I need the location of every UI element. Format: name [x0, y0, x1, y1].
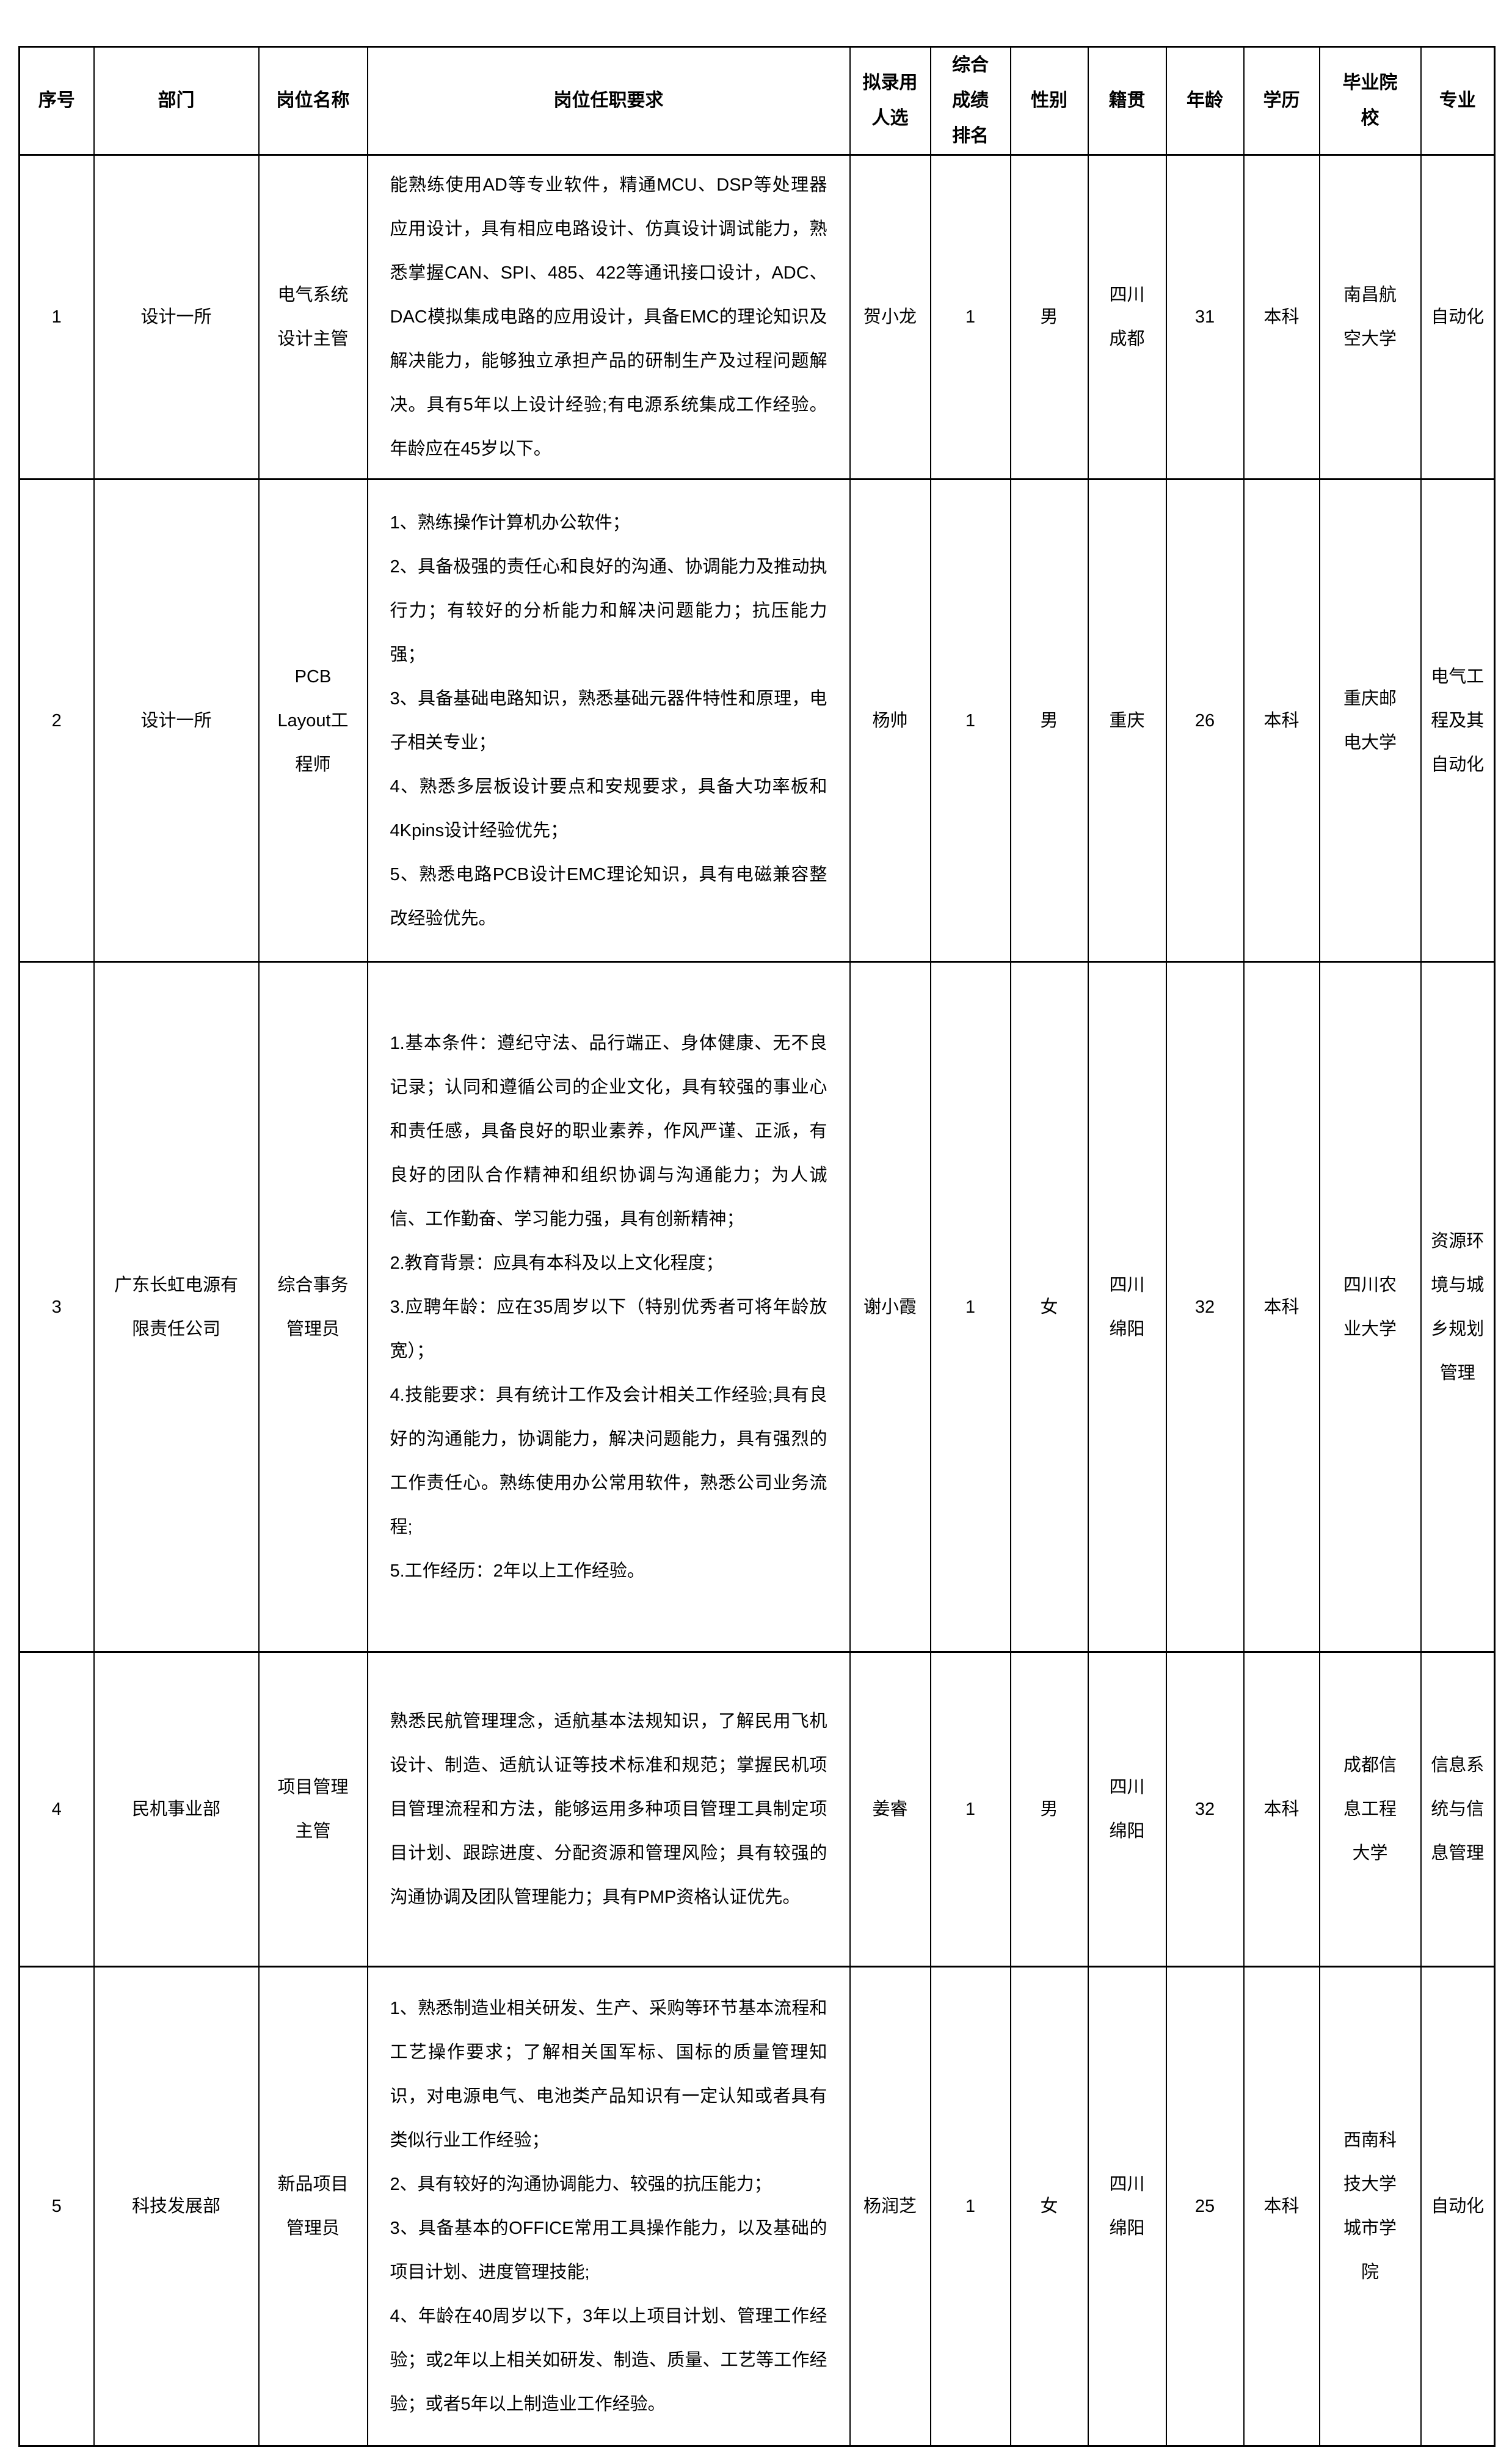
cell-hometown: 四川绵阳 — [1087, 1966, 1167, 2447]
cell-no: 4 — [18, 1651, 95, 1967]
cell-major: 信息系统与信息管理 — [1420, 1651, 1496, 1967]
cell-age: 32 — [1165, 1651, 1245, 1967]
header-cell: 岗位名称 — [258, 46, 368, 156]
cell-department: 科技发展部 — [93, 1966, 260, 2447]
cell-requirements: 1.基本条件：遵纪守法、品行端正、身体健康、无不良记录；认同和遵循公司的企业文化… — [366, 961, 851, 1653]
cell-education: 本科 — [1243, 1651, 1320, 1967]
header-cell: 拟录用人选 — [849, 46, 931, 156]
cell-school: 西南科技大学城市学院 — [1318, 1966, 1422, 2447]
cell-position: 新品项目管理员 — [258, 1966, 368, 2447]
table-row: 5 科技发展部 新品项目管理员 1、熟悉制造业相关研发、生产、采购等环节基本流程… — [18, 1966, 1496, 2447]
cell-position: PCB Layout工程师 — [258, 478, 368, 963]
cell-requirements: 熟悉民航管理理念，适航基本法规知识，了解民用飞机设计、制造、适航认证等技术标准和… — [366, 1651, 851, 1967]
cell-no: 3 — [18, 961, 95, 1653]
header-cell: 学历 — [1243, 46, 1320, 156]
cell-age: 31 — [1165, 154, 1245, 480]
cell-position: 综合事务管理员 — [258, 961, 368, 1653]
cell-major: 自动化 — [1420, 1966, 1496, 2447]
table-row: 4 民机事业部 项目管理主管 熟悉民航管理理念，适航基本法规知识，了解民用飞机设… — [18, 1651, 1496, 1967]
table-body: 1 设计一所 电气系统设计主管 能熟练使用AD等专业软件，精通MCU、DSP等处… — [18, 154, 1496, 2447]
cell-hometown: 四川绵阳 — [1087, 1651, 1167, 1967]
cell-hometown: 四川成都 — [1087, 154, 1167, 480]
cell-age: 26 — [1165, 478, 1245, 963]
recruitment-table: 序号 部门 岗位名称 岗位任职要求 拟录用人选 综合成绩排名 性别 籍贯 年龄 学历 毕业院校 专业 … — [18, 46, 1496, 2447]
cell-school: 四川农业大学 — [1318, 961, 1422, 1653]
cell-major: 资源环境与城乡规划管理 — [1420, 961, 1496, 1653]
cell-hometown: 重庆 — [1087, 478, 1167, 963]
cell-age: 32 — [1165, 961, 1245, 1653]
header-row: 序号 部门 岗位名称 岗位任职要求 拟录用人选 综合成绩排名 性别 籍贯 年龄 学历 毕业院校 专业 — [18, 46, 1496, 156]
cell-candidate: 谢小霞 — [849, 961, 931, 1653]
cell-requirements: 1、熟悉制造业相关研发、生产、采购等环节基本流程和工艺操作要求；了解相关国军标、… — [366, 1966, 851, 2447]
cell-education: 本科 — [1243, 1966, 1320, 2447]
cell-gender: 女 — [1009, 1966, 1089, 2447]
requirement-paragraph: 3、具备基本的OFFICE常用工具操作能力，以及基础的项目计划、进度管理技能; — [390, 2219, 827, 2282]
cell-education: 本科 — [1243, 478, 1320, 963]
cell-no: 5 — [18, 1966, 95, 2447]
table-row: 1 设计一所 电气系统设计主管 能熟练使用AD等专业软件，精通MCU、DSP等处… — [18, 154, 1496, 480]
header-cell: 毕业院校 — [1318, 46, 1422, 156]
cell-hometown: 四川绵阳 — [1087, 961, 1167, 1653]
cell-candidate: 杨润芝 — [849, 1966, 931, 2447]
requirement-paragraph: 熟悉民航管理理念，适航基本法规知识，了解民用飞机设计、制造、适航认证等技术标准和… — [390, 1712, 827, 1907]
table-row: 2 设计一所 PCB Layout工程师 1、熟练操作计算机办公软件； 2、具备极… — [18, 478, 1496, 963]
cell-rank: 1 — [929, 1651, 1011, 1967]
cell-rank: 1 — [929, 1966, 1011, 2447]
requirement-paragraph: 1、熟练操作计算机办公软件； — [390, 512, 630, 533]
cell-department: 民机事业部 — [93, 1651, 260, 1967]
cell-requirements: 1、熟练操作计算机办公软件； 2、具备极强的责任心和良好的沟通、协调能力及推动执行… — [366, 478, 851, 963]
cell-major: 电气工程及其自动化 — [1420, 478, 1496, 963]
cell-gender: 男 — [1009, 1651, 1089, 1967]
header-cell: 性别 — [1009, 46, 1089, 156]
cell-rank: 1 — [929, 154, 1011, 480]
requirement-paragraph: 2、具备极强的责任心和良好的沟通、协调能力及推动执行力；有较好的分析能力和解决问… — [390, 556, 827, 665]
cell-gender: 男 — [1009, 478, 1089, 963]
cell-rank: 1 — [929, 478, 1011, 963]
cell-no: 1 — [18, 154, 95, 480]
cell-gender: 女 — [1009, 961, 1089, 1653]
requirement-paragraph: 5.工作经历：2年以上工作经验。 — [390, 1561, 645, 1581]
requirement-paragraph: 3.应聘年龄：应在35周岁以下（特别优秀者可将年龄放宽）； — [390, 1297, 827, 1361]
requirement-paragraph: 能熟练使用AD等专业软件，精通MCU、DSP等处理器应用设计，具有相应电路设计、… — [390, 175, 827, 459]
cell-school: 成都信息工程大学 — [1318, 1651, 1422, 1967]
cell-gender: 男 — [1009, 154, 1089, 480]
table-row: 3 广东长虹电源有限责任公司 综合事务管理员 1.基本条件：遵纪守法、品行端正、… — [18, 961, 1496, 1653]
requirement-paragraph: 4、熟悉多层板设计要点和安规要求，具备大功率板和4Kpins设计经验优先； — [390, 776, 827, 841]
cell-candidate: 姜睿 — [849, 1651, 931, 1967]
requirement-paragraph: 4.技能要求：具有统计工作及会计相关工作经验;具有良好的沟通能力，协调能力，解决… — [390, 1385, 827, 1537]
header-cell: 年龄 — [1165, 46, 1245, 156]
cell-education: 本科 — [1243, 154, 1320, 480]
cell-school: 南昌航空大学 — [1318, 154, 1422, 480]
header-cell: 岗位任职要求 — [366, 46, 851, 156]
table-header: 序号 部门 岗位名称 岗位任职要求 拟录用人选 综合成绩排名 性别 籍贯 年龄 学历 毕业院校 专业 — [18, 46, 1496, 156]
cell-candidate: 贺小龙 — [849, 154, 931, 480]
header-cell: 籍贯 — [1087, 46, 1167, 156]
requirement-paragraph: 5、熟悉电路PCB设计EMC理论知识，具有电磁兼容整改经验优先。 — [390, 864, 827, 928]
header-cell: 综合成绩排名 — [929, 46, 1011, 156]
cell-position: 项目管理主管 — [258, 1651, 368, 1967]
requirement-paragraph: 3、具备基础电路知识，熟悉基础元器件特性和原理，电子相关专业； — [390, 688, 827, 753]
requirement-paragraph: 1、熟悉制造业相关研发、生产、采购等环节基本流程和工艺操作要求；了解相关国军标、… — [390, 1999, 827, 2150]
header-cell: 部门 — [93, 46, 260, 156]
cell-candidate: 杨帅 — [849, 478, 931, 963]
cell-rank: 1 — [929, 961, 1011, 1653]
cell-major: 自动化 — [1420, 154, 1496, 480]
requirement-paragraph: 4、年龄在40周岁以下，3年以上项目计划、管理工作经验；或2年以上相关如研发、制… — [390, 2307, 827, 2414]
cell-school: 重庆邮电大学 — [1318, 478, 1422, 963]
header-cell: 序号 — [18, 46, 95, 156]
cell-position: 电气系统设计主管 — [258, 154, 368, 480]
cell-education: 本科 — [1243, 961, 1320, 1653]
requirement-paragraph: 1.基本条件：遵纪守法、品行端正、身体健康、无不良记录；认同和遵循公司的企业文化… — [390, 1033, 827, 1229]
requirement-paragraph: 2、具有较好的沟通协调能力、较强的抗压能力； — [390, 2175, 772, 2194]
cell-age: 25 — [1165, 1966, 1245, 2447]
cell-requirements: 能熟练使用AD等专业软件，精通MCU、DSP等处理器应用设计，具有相应电路设计、… — [366, 154, 851, 480]
cell-no: 2 — [18, 478, 95, 963]
requirement-paragraph: 2.教育背景：应具有本科及以上文化程度； — [390, 1253, 724, 1273]
cell-department: 设计一所 — [93, 478, 260, 963]
cell-department: 设计一所 — [93, 154, 260, 480]
cell-department: 广东长虹电源有限责任公司 — [93, 961, 260, 1653]
header-cell: 专业 — [1420, 46, 1496, 156]
